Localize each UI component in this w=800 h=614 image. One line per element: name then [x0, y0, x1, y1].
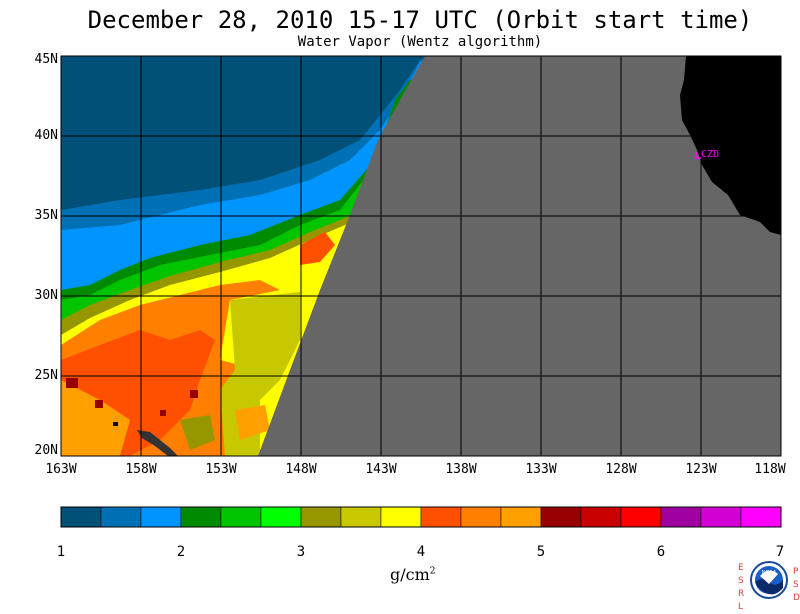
noaa-logo-icon: NOAA [750, 561, 788, 599]
map-frame [60, 55, 782, 457]
colorbar-tick-7: 7 [775, 544, 785, 560]
colorbar-tick-4: 4 [416, 544, 426, 560]
colorbar-swatch [220, 506, 262, 528]
lon-label-133w: 133W [525, 462, 557, 477]
colorbar-swatch [340, 506, 382, 528]
noaa-logo-text: NOAA [762, 570, 777, 576]
lon-label-138w: 138W [445, 462, 477, 477]
lat-label-30n: 30N [34, 288, 58, 303]
colorbar-swatch [300, 506, 342, 528]
colorbar-tick-5: 5 [536, 544, 546, 560]
colorbar-swatch [60, 506, 102, 528]
grid-lines [61, 56, 781, 456]
colorbar-swatch [660, 506, 702, 528]
map-subtitle: Water Vapor (Wentz algorithm) [297, 34, 543, 50]
colorbar-frame [60, 506, 782, 528]
vapor-band-light-orange [61, 380, 130, 456]
colorbar-units: g/cm2 [390, 565, 436, 584]
colorbar-tick-6: 6 [656, 544, 666, 560]
no-data-region [258, 56, 781, 456]
vapor-patch-gold [235, 405, 270, 440]
hawaii-islands [137, 430, 178, 456]
station-label: CZD [701, 149, 719, 160]
vapor-spot-maroon [95, 400, 103, 408]
vapor-spot-maroon [190, 390, 198, 398]
colorbar-swatch [740, 506, 782, 528]
vapor-spot-maroon [160, 410, 166, 416]
vapor-spot-maroon [66, 378, 78, 388]
colorbar-swatch [180, 506, 222, 528]
lon-label-153w: 153W [205, 462, 237, 477]
colorbar-swatch [140, 506, 182, 528]
vapor-patch-olive [180, 415, 215, 450]
lat-label-25n: 25N [34, 368, 58, 383]
colorbar-swatch [380, 506, 422, 528]
units-superscript: 2 [429, 566, 436, 577]
colorbar-swatch [500, 506, 542, 528]
colorbar-swatch [620, 506, 662, 528]
lat-label-20n: 20N [34, 443, 58, 458]
map-title: December 28, 2010 15-17 UTC (Orbit start… [87, 6, 753, 34]
lon-label-148w: 148W [285, 462, 317, 477]
colorbar [60, 506, 782, 528]
land-california [680, 56, 781, 235]
colorbar-swatch [420, 506, 462, 528]
lat-label-35n: 35N [34, 208, 58, 223]
colorbar-swatch [260, 506, 302, 528]
lon-label-118w: 118W [754, 462, 786, 477]
lon-label-143w: 143W [365, 462, 397, 477]
colorbar-tick-1: 1 [56, 544, 66, 560]
lat-label-40n: 40N [34, 128, 58, 143]
hawaii-island [113, 422, 118, 426]
lon-label-158w: 158W [125, 462, 157, 477]
colorbar-swatch [580, 506, 622, 528]
colorbar-tick-2: 2 [176, 544, 186, 560]
colorbar-swatch [460, 506, 502, 528]
lon-label-163w: 163W [45, 462, 77, 477]
colorbar-swatch [700, 506, 742, 528]
station-marker-icon [693, 151, 701, 159]
water-vapor-map: CZD [60, 55, 782, 528]
lon-label-123w: 123W [685, 462, 717, 477]
lon-label-128w: 128W [605, 462, 637, 477]
vapor-patch-orange [300, 232, 335, 265]
colorbar-swatch [540, 506, 582, 528]
colorbar-tick-3: 3 [296, 544, 306, 560]
lat-label-45n: 45N [34, 52, 58, 67]
units-text: g/cm [390, 565, 430, 584]
colorbar-swatch [100, 506, 142, 528]
